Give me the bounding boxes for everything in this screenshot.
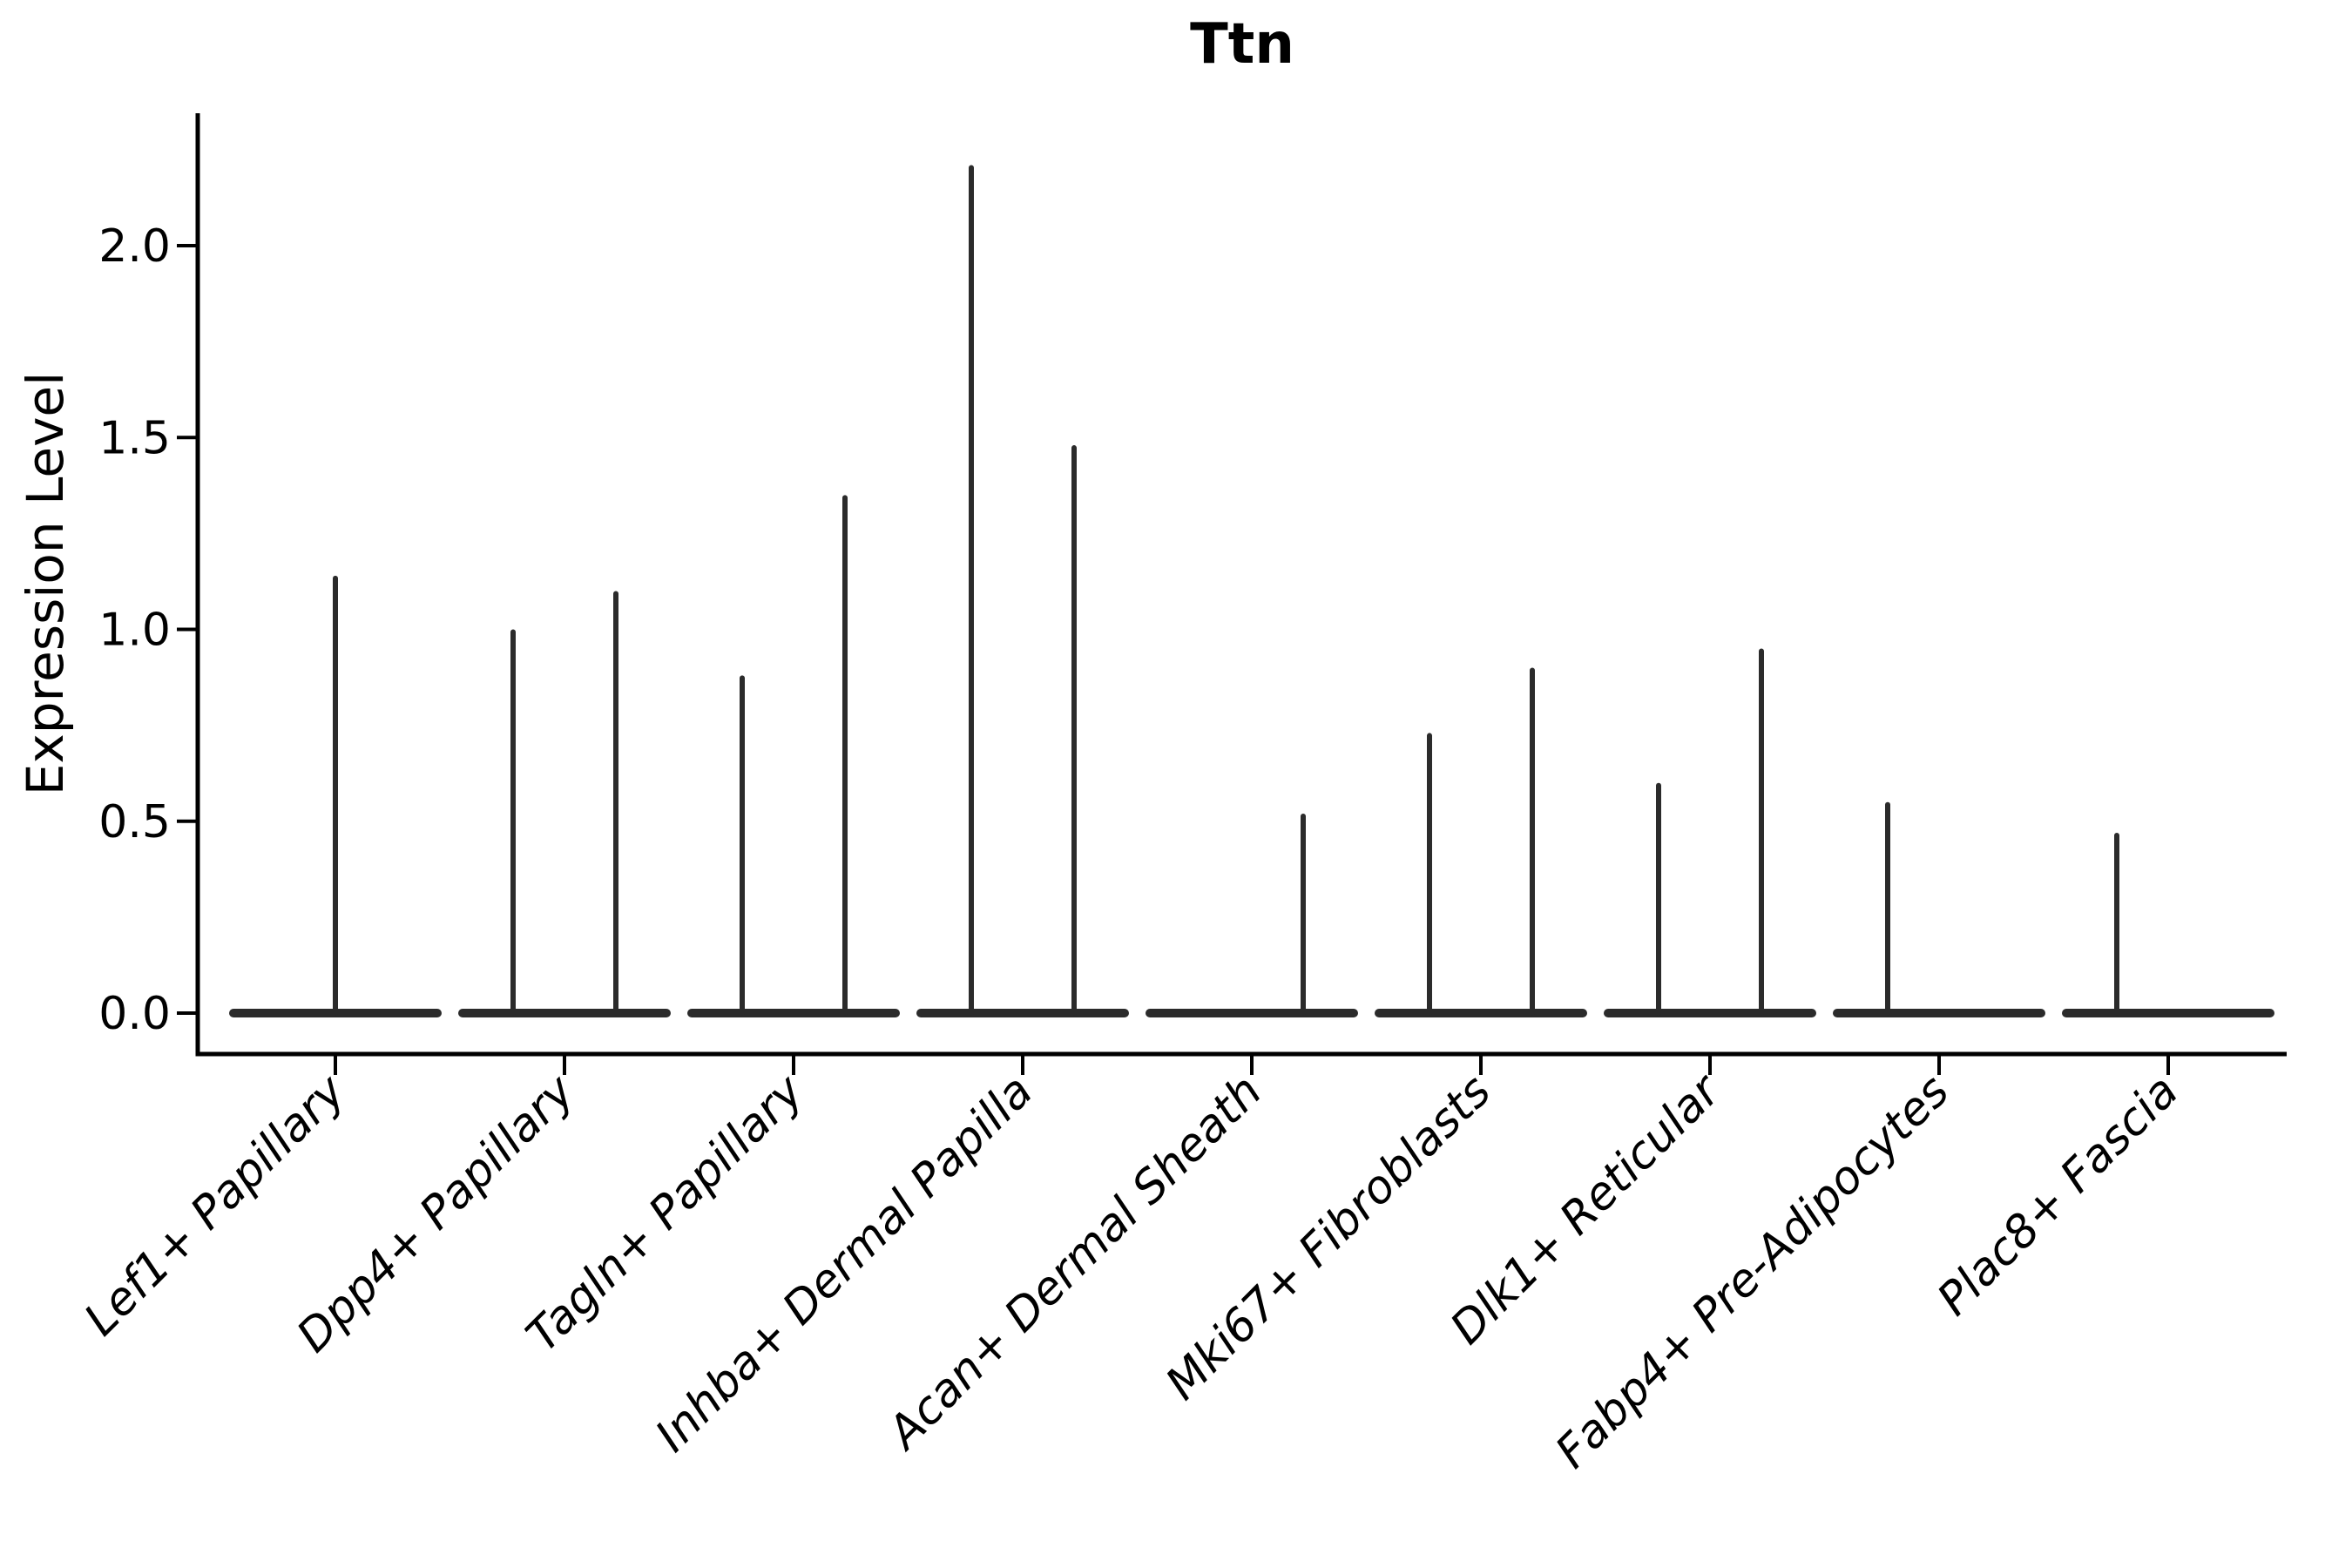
violin-baseline — [1375, 1009, 1587, 1017]
violin-baseline — [916, 1009, 1129, 1017]
x-tick-label: Inhba+ Dermal Papilla — [645, 1065, 1043, 1463]
violin-baseline — [2062, 1009, 2274, 1017]
violin-baseline — [1833, 1009, 2045, 1017]
y-tick-label: 2.0 — [98, 220, 171, 273]
violin-baseline — [687, 1009, 900, 1017]
x-tick-label: Acan+ Dermal Sheath — [876, 1065, 1272, 1461]
chart-title: Ttn — [1190, 12, 1294, 77]
y-tick-label: 1.0 — [98, 605, 171, 657]
x-tick-label: Fabp4+ Pre-Adipocytes — [1546, 1065, 1960, 1479]
y-tick-label: 0.0 — [98, 988, 171, 1040]
violin-baseline — [1146, 1009, 1358, 1017]
violin-baseline — [458, 1009, 671, 1017]
y-tick-label: 1.5 — [98, 412, 171, 464]
y-tick-label: 0.5 — [98, 796, 171, 848]
violin-baseline — [1604, 1009, 1816, 1017]
x-tick-label: Plac8+ Fascia — [1928, 1065, 2188, 1326]
